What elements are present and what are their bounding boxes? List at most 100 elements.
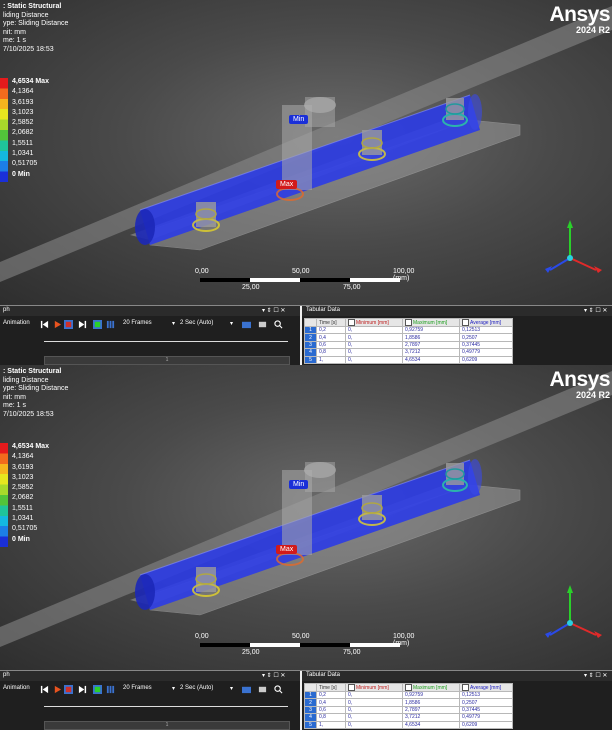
- chevron-down-icon[interactable]: ▾: [172, 321, 176, 327]
- legend-value: 1,5511: [12, 504, 33, 512]
- graph-pane-controls[interactable]: ▾ ⇕ ☐ ✕: [262, 308, 286, 314]
- col-header-time[interactable]: Time [s]: [316, 683, 346, 692]
- graph-pane-header: ph ▾ ⇕ ☐ ✕: [0, 306, 300, 316]
- col-header-maximum[interactable]: Maximum [mm]: [402, 683, 460, 692]
- play-icon[interactable]: [53, 320, 62, 329]
- table-cell: 0,6: [316, 705, 346, 715]
- legend-min: 0 Min: [12, 170, 30, 178]
- zoom-icon[interactable]: [274, 685, 283, 694]
- table-cell: 0,6209: [459, 355, 513, 364]
- table-cell: 0,2: [316, 325, 346, 335]
- graphics-viewport[interactable]: : Static Structural liding Distance ype:…: [0, 0, 612, 305]
- min-probe-label[interactable]: Min: [289, 115, 309, 124]
- table-row[interactable]: 4 0,8 0, 3,7212 0,49779: [304, 713, 513, 722]
- table-cell: 0,12513: [459, 690, 513, 700]
- chevron-down-icon[interactable]: ▾: [230, 321, 234, 327]
- table-cell: 0,49779: [459, 713, 513, 722]
- result-sets-icon[interactable]: [106, 320, 115, 329]
- col-header-minimum[interactable]: Minimum [mm]: [345, 683, 403, 692]
- tabular-area: Time [s] Minimum [mm] Maximum [mm] Avera…: [302, 681, 612, 730]
- timeline-slider[interactable]: 1: [44, 356, 290, 365]
- chevron-down-icon[interactable]: ▾: [172, 686, 176, 692]
- legend-value: 3,6193: [12, 463, 34, 471]
- export-video-icon[interactable]: [242, 320, 251, 329]
- scale-tick: 50,00: [292, 633, 310, 640]
- max-probe-label[interactable]: Max: [276, 180, 298, 189]
- skip-forward-icon[interactable]: [78, 685, 87, 694]
- table-row[interactable]: 5 1, 0, 4,6534 0,6209: [304, 720, 513, 729]
- duration-select[interactable]: 2 Sec (Auto): [180, 685, 214, 691]
- timeline-line: [44, 706, 288, 707]
- result-sets-icon[interactable]: [106, 685, 115, 694]
- table-cell: 0,2507: [459, 333, 513, 342]
- info-line-4: 7/10/2025 18:53: [3, 45, 54, 53]
- timeline-line: [44, 341, 288, 342]
- zoom-icon[interactable]: [274, 320, 283, 329]
- legend-value: 2,0682: [12, 494, 34, 502]
- checkbox-icon[interactable]: [405, 319, 412, 326]
- col-header-average[interactable]: Average [mm]: [459, 318, 513, 327]
- table-row[interactable]: 1 0,2 0, 0,92759 0,12513: [304, 325, 513, 335]
- col-header-average[interactable]: Average [mm]: [459, 683, 513, 692]
- info-line-0: liding Distance: [3, 376, 49, 384]
- row-number: 3: [304, 340, 317, 350]
- col-header-minimum[interactable]: Minimum [mm]: [345, 318, 403, 327]
- skip-forward-icon[interactable]: [78, 320, 87, 329]
- distributed-frames-icon[interactable]: [93, 320, 102, 329]
- table-row[interactable]: 2 0,4 0, 1,8586 0,2507: [304, 333, 513, 342]
- table-cell: 0,37445: [459, 705, 513, 715]
- legend-value: 1,5511: [12, 139, 33, 147]
- table-cell: 4,6534: [402, 720, 460, 729]
- table-cell: 0,: [345, 698, 403, 707]
- table-cell: 0,: [345, 340, 403, 350]
- legend-colorbar: [0, 443, 8, 547]
- skip-back-icon[interactable]: [40, 685, 49, 694]
- table-cell: 0,8: [316, 348, 346, 357]
- distributed-frames-icon[interactable]: [93, 685, 102, 694]
- copy-chart-icon[interactable]: [258, 320, 267, 329]
- table-row[interactable]: 2 0,4 0, 1,8586 0,2507: [304, 698, 513, 707]
- col-header-maximum[interactable]: Maximum [mm]: [402, 318, 460, 327]
- checkbox-icon[interactable]: [462, 684, 469, 691]
- skip-back-icon[interactable]: [40, 320, 49, 329]
- tabular-pane-controls[interactable]: ▾ ⇕ ☐ ✕: [584, 308, 608, 314]
- info-line-3: me: 1 s: [3, 37, 26, 45]
- tabular-pane-controls[interactable]: ▾ ⇕ ☐ ✕: [584, 673, 608, 679]
- graph-pane-controls[interactable]: ▾ ⇕ ☐ ✕: [262, 673, 286, 679]
- stop-icon[interactable]: [64, 320, 73, 329]
- table-cell: 0,6209: [459, 720, 513, 729]
- chevron-down-icon[interactable]: ▾: [230, 686, 234, 692]
- table-row[interactable]: 1 0,2 0, 0,92759 0,12513: [304, 690, 513, 700]
- min-probe-label[interactable]: Min: [289, 480, 309, 489]
- table-cell: 0,12513: [459, 325, 513, 335]
- frames-select[interactable]: 20 Frames: [123, 320, 152, 326]
- max-probe-label[interactable]: Max: [276, 545, 298, 554]
- info-line-3: me: 1 s: [3, 402, 26, 410]
- table-cell: 0,2507: [459, 698, 513, 707]
- row-number: 4: [304, 713, 317, 722]
- checkbox-icon[interactable]: [348, 319, 355, 326]
- graph-area[interactable]: 1: [0, 699, 300, 730]
- duration-select[interactable]: 2 Sec (Auto): [180, 320, 214, 326]
- table-row[interactable]: 5 1, 0, 4,6534 0,6209: [304, 355, 513, 364]
- graph-area[interactable]: 1: [0, 334, 300, 365]
- table-row[interactable]: 3 0,6 0, 2,7897 0,37445: [304, 340, 513, 350]
- play-icon[interactable]: [53, 685, 62, 694]
- table-cell: 0,: [345, 348, 403, 357]
- scale-tick: 0,00: [195, 633, 209, 640]
- copy-chart-icon[interactable]: [258, 685, 267, 694]
- col-header-time[interactable]: Time [s]: [316, 318, 346, 327]
- frames-select[interactable]: 20 Frames: [123, 685, 152, 691]
- table-cell: 0,: [345, 713, 403, 722]
- model-geometry: [0, 371, 612, 647]
- graphics-viewport[interactable]: : Static Structural liding Distance ype:…: [0, 365, 612, 670]
- checkbox-icon[interactable]: [462, 319, 469, 326]
- checkbox-icon[interactable]: [405, 684, 412, 691]
- table-row[interactable]: 4 0,8 0, 3,7212 0,49779: [304, 348, 513, 357]
- export-video-icon[interactable]: [242, 685, 251, 694]
- legend-value: 3,1023: [12, 108, 34, 116]
- table-row[interactable]: 3 0,6 0, 2,7897 0,37445: [304, 705, 513, 715]
- checkbox-icon[interactable]: [348, 684, 355, 691]
- stop-icon[interactable]: [64, 685, 73, 694]
- animation-toolbar: Animation 20 Frames ▾ 2 Sec (Auto) ▾: [0, 316, 300, 334]
